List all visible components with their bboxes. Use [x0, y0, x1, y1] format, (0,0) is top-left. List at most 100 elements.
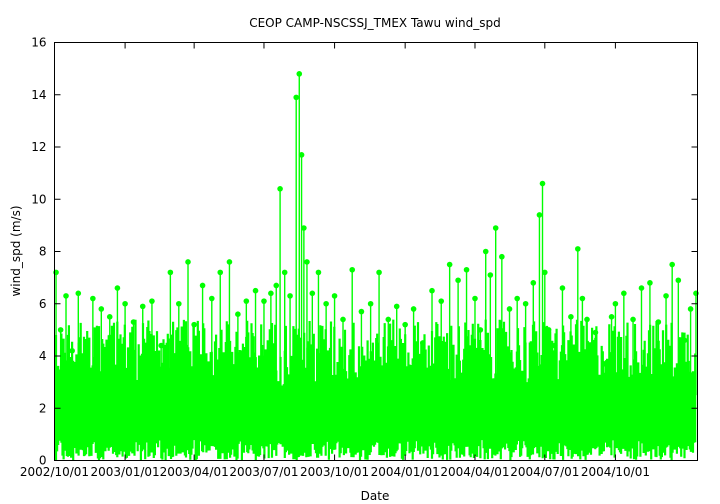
data-point	[669, 261, 675, 268]
data-point	[167, 269, 174, 276]
data-point	[301, 225, 307, 231]
y-tick-label: 14	[31, 88, 46, 102]
x-tick-label: 2004/10/01	[581, 465, 650, 479]
data-point	[75, 290, 82, 297]
data-point	[293, 94, 300, 101]
data-point	[463, 266, 470, 273]
data-point	[277, 186, 283, 192]
data-point	[261, 298, 267, 304]
x-tick-label: 2003/10/01	[300, 465, 369, 479]
data-point	[376, 269, 382, 276]
data-point	[536, 212, 543, 218]
data-point	[349, 266, 356, 273]
data-point	[514, 295, 520, 302]
x-tick-label: 2003/01/01	[91, 465, 160, 479]
data-point	[122, 300, 128, 307]
data-point	[298, 152, 305, 158]
x-axis-label: Date	[361, 489, 390, 503]
data-point	[575, 246, 581, 252]
data-point	[601, 361, 607, 367]
x-tick-label: 2003/04/01	[160, 465, 229, 479]
data-point	[655, 319, 662, 325]
data-point	[545, 327, 552, 333]
data-point	[579, 295, 586, 302]
data-point	[82, 353, 88, 359]
data-point	[438, 298, 445, 304]
y-axis-label: wind_spd (m/s)	[9, 205, 23, 296]
data-point	[226, 259, 233, 265]
data-point	[185, 259, 191, 265]
data-point	[296, 71, 303, 77]
x-tick-label: 2004/04/01	[440, 465, 509, 479]
data-point	[429, 287, 435, 294]
x-tick-label: 2004/07/01	[510, 465, 579, 479]
y-tick-label: 6	[39, 297, 47, 311]
data-point	[472, 295, 478, 302]
x-axis: 2002/10/01 2003/01/01 2003/04/01 2003/07/01…	[20, 42, 650, 479]
y-tick-label: 16	[31, 36, 46, 50]
data-point	[675, 277, 682, 284]
data-point	[647, 280, 653, 286]
data-point	[592, 329, 599, 336]
data-point	[281, 269, 288, 276]
data-point	[90, 295, 96, 302]
data-point	[477, 327, 484, 333]
data-point	[130, 319, 137, 325]
data-point	[106, 314, 113, 320]
data-point	[235, 311, 241, 318]
data-point	[217, 269, 224, 276]
data-point	[487, 272, 494, 278]
data-point	[559, 285, 566, 291]
data-point	[176, 300, 182, 307]
chart-title: CEOP CAMP-NSCSSJ_TMEX Tawu wind_spd	[249, 16, 501, 30]
data-point	[158, 342, 164, 349]
data-point	[287, 293, 293, 299]
data-series	[53, 71, 699, 461]
data-point	[268, 290, 274, 297]
data-point	[191, 321, 197, 328]
data-point	[309, 290, 316, 297]
data-point	[522, 300, 529, 307]
data-point	[608, 314, 615, 320]
data-point	[420, 340, 426, 346]
data-point	[402, 321, 408, 328]
data-point	[273, 282, 280, 289]
data-point	[114, 285, 121, 291]
data-point	[63, 293, 69, 299]
data-point	[57, 327, 64, 333]
data-point	[410, 306, 417, 312]
data-point	[139, 303, 146, 310]
data-point	[551, 342, 558, 349]
y-tick-label: 10	[31, 192, 46, 206]
x-tick-label: 2002/10/01	[20, 465, 89, 479]
data-point	[393, 303, 400, 310]
data-point	[340, 316, 346, 323]
data-point	[455, 277, 461, 284]
data-point	[199, 282, 206, 289]
data-point	[621, 290, 627, 297]
data-point	[482, 248, 489, 255]
data-point	[243, 298, 250, 304]
data-point	[638, 285, 645, 291]
data-point	[149, 298, 155, 304]
data-point	[492, 225, 499, 231]
data-point	[542, 269, 548, 276]
data-point	[681, 337, 688, 344]
data-point	[315, 269, 322, 276]
data-point	[663, 293, 669, 299]
data-point	[69, 347, 75, 354]
data-point	[584, 316, 590, 323]
y-tick-label: 8	[39, 245, 47, 259]
y-axis: 0 2 4 6 8 10 12 14 16	[31, 36, 698, 468]
x-tick-label: 2003/07/01	[229, 465, 298, 479]
y-tick-label: 12	[31, 140, 46, 154]
y-tick-label: 2	[39, 401, 47, 415]
data-point	[499, 253, 505, 260]
data-point	[98, 306, 105, 312]
data-point	[252, 287, 259, 294]
data-point	[208, 295, 215, 302]
x-tick-label: 2004/01/01	[371, 465, 440, 479]
data-point	[385, 316, 392, 323]
data-point	[630, 316, 636, 323]
